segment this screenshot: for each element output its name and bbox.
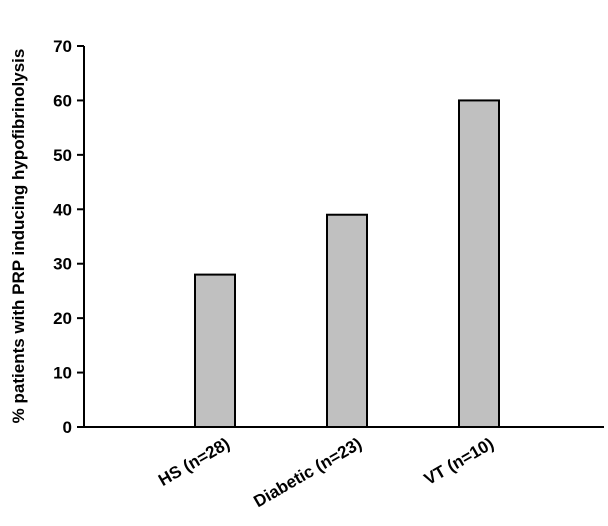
bars: [194, 99, 500, 429]
x-tick-label: VT (n=10): [421, 434, 497, 489]
y-tick-label: 60: [53, 91, 72, 110]
y-tick-label: 20: [53, 309, 72, 328]
x-axis-tick-labels: HS (n=28) Diabetic (n=23) VT (n=10): [155, 434, 497, 511]
bar: [458, 99, 500, 429]
y-tick-label: 70: [53, 37, 72, 56]
y-tick-label: 30: [53, 255, 72, 274]
y-axis-title: % patients with PRP inducing hypofibrino…: [9, 49, 28, 424]
bar: [326, 213, 368, 428]
y-tick-label: 50: [53, 146, 72, 165]
x-tick-label: HS (n=28): [155, 434, 233, 490]
y-tick-label: 40: [53, 200, 72, 219]
y-tick-label: 0: [63, 418, 72, 437]
y-tick-label: 10: [53, 364, 72, 383]
x-tick-label: Diabetic (n=23): [250, 434, 365, 511]
y-axis-ticks: 0 10 20 30 40 50 60 70: [53, 37, 84, 437]
bar: [194, 273, 236, 428]
